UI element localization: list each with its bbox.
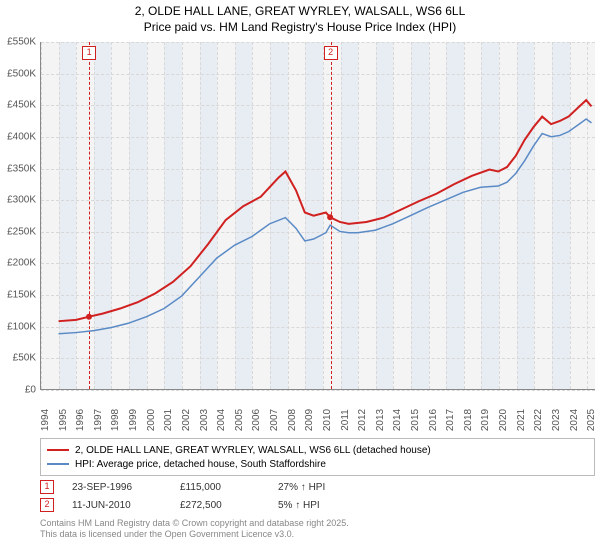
title-line-1: 2, OLDE HALL LANE, GREAT WYRLEY, WALSALL… [0,4,600,20]
x-tick-label: 2016 [428,409,439,431]
sale-date: 11-JUN-2010 [72,500,162,511]
x-tick-label: 2024 [569,409,580,431]
y-tick-label: £350K [7,163,36,174]
x-tick-label: 1996 [75,409,86,431]
x-tick-label: 2005 [234,409,245,431]
y-tick-label: £150K [7,290,36,301]
y-tick-label: £550K [7,37,36,48]
x-tick-label: 2015 [410,409,421,431]
title-line-2: Price paid vs. HM Land Registry's House … [0,20,600,36]
plot-area: 12 [40,42,595,390]
x-tick-label: 1995 [58,409,69,431]
x-tick-label: 2023 [551,409,562,431]
footer-line-1: Contains HM Land Registry data © Crown c… [40,518,349,529]
x-tick-label: 2011 [340,409,351,431]
legend-row: 2, OLDE HALL LANE, GREAT WYRLEY, WALSALL… [47,443,588,457]
legend-row: HPI: Average price, detached house, Sout… [47,457,588,471]
sale-price: £115,000 [180,482,260,493]
x-tick-label: 2013 [375,409,386,431]
y-tick-label: £500K [7,68,36,79]
sale-row: 1 23-SEP-1996 £115,000 27% ↑ HPI [40,478,595,496]
x-tick-label: 2014 [392,409,403,431]
x-tick-label: 2000 [146,409,157,431]
sale-marker-1: 1 [82,46,96,60]
x-tick-label: 2021 [516,409,527,431]
x-tick-label: 2006 [251,409,262,431]
x-tick-label: 1998 [110,409,121,431]
chart-container: 2, OLDE HALL LANE, GREAT WYRLEY, WALSALL… [0,0,600,560]
y-tick-label: £400K [7,131,36,142]
x-tick-label: 2001 [163,409,174,431]
y-axis-labels: £0£50K£100K£150K£200K£250K£300K£350K£400… [0,42,38,390]
legend-label: HPI: Average price, detached house, Sout… [75,459,326,470]
legend: 2, OLDE HALL LANE, GREAT WYRLEY, WALSALL… [40,438,595,476]
sale-price: £272,500 [180,500,260,511]
x-tick-label: 2004 [216,409,227,431]
x-tick-label: 2025 [586,409,597,431]
x-tick-label: 2012 [357,409,368,431]
x-tick-label: 2017 [445,409,456,431]
footer-attribution: Contains HM Land Registry data © Crown c… [40,518,349,541]
x-tick-label: 2002 [181,409,192,431]
sale-row: 2 11-JUN-2010 £272,500 5% ↑ HPI [40,496,595,514]
sale-hpi-delta: 27% ↑ HPI [278,482,325,493]
legend-label: 2, OLDE HALL LANE, GREAT WYRLEY, WALSALL… [75,445,431,456]
footer-line-2: This data is licensed under the Open Gov… [40,529,349,540]
x-tick-label: 1999 [128,409,139,431]
sale-marker-2: 2 [324,46,338,60]
y-tick-label: £200K [7,258,36,269]
y-tick-label: £450K [7,100,36,111]
sale-row-marker: 1 [40,480,54,494]
x-tick-label: 2010 [322,409,333,431]
x-tick-label: 2022 [533,409,544,431]
x-tick-label: 2020 [498,409,509,431]
y-tick-label: £0 [25,385,36,396]
x-axis-labels: 1994 1995 1996 1997 1998 1999 2000 2001 2002 2003… [40,392,595,437]
chart-title: 2, OLDE HALL LANE, GREAT WYRLEY, WALSALL… [0,0,600,35]
y-tick-label: £100K [7,321,36,332]
x-tick-label: 1997 [93,409,104,431]
x-tick-label: 2003 [199,409,210,431]
y-tick-label: £50K [13,353,36,364]
sale-events: 1 23-SEP-1996 £115,000 27% ↑ HPI 2 11-JUN-201… [40,478,595,514]
line-chart-svg [41,42,595,389]
sale-hpi-delta: 5% ↑ HPI [278,500,320,511]
sale-row-marker: 2 [40,498,54,512]
y-tick-label: £300K [7,195,36,206]
sale-date: 23-SEP-1996 [72,482,162,493]
x-tick-label: 2009 [304,409,315,431]
series-price-paid [59,100,592,321]
x-tick-label: 2019 [480,409,491,431]
x-tick-label: 2018 [463,409,474,431]
x-tick-label: 1994 [40,409,51,431]
y-tick-label: £250K [7,226,36,237]
x-tick-label: 2007 [269,409,280,431]
x-tick-label: 2008 [287,409,298,431]
